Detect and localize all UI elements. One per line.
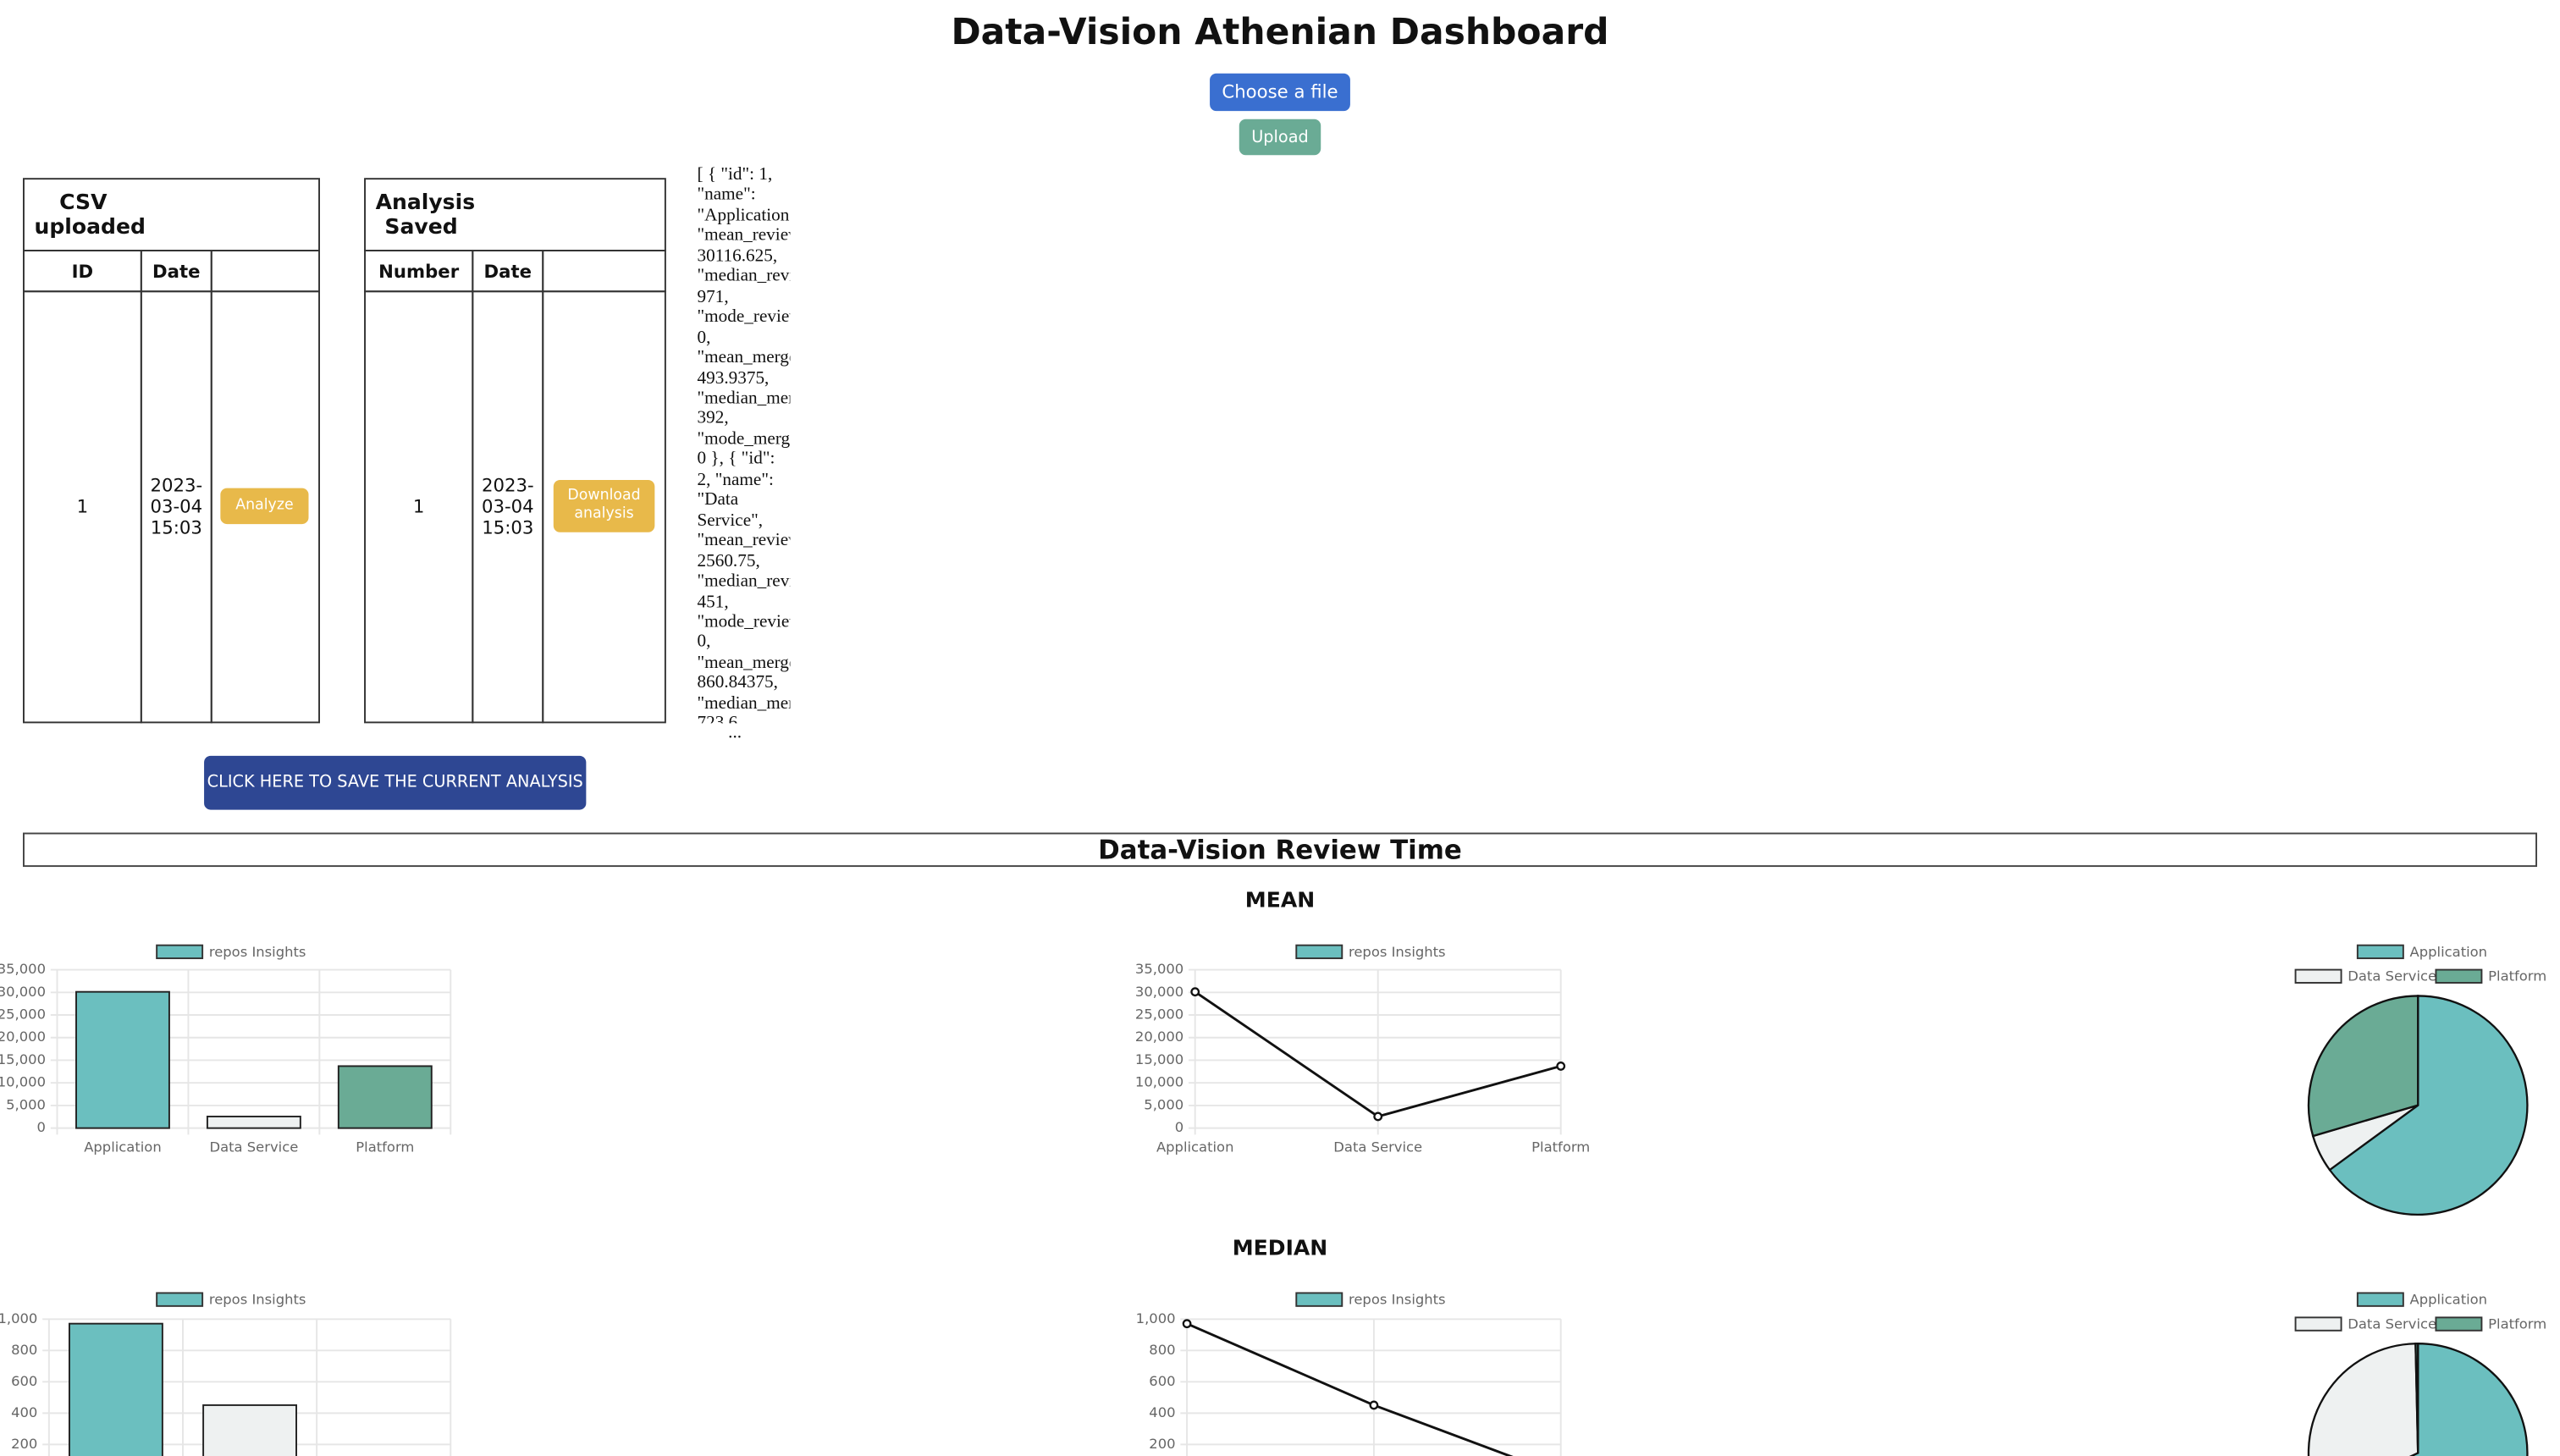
chart-title: MEDIAN	[1233, 1235, 1328, 1260]
y-tick-label: 1,000	[1136, 1310, 1176, 1326]
y-tick-label: 0	[1175, 1119, 1183, 1135]
line-point	[1369, 1400, 1379, 1410]
legend-label: Data Service	[2348, 968, 2436, 984]
table-cell	[210, 290, 320, 724]
line-point	[1182, 1319, 1192, 1329]
y-tick-label: 400	[11, 1404, 37, 1420]
line-point	[1190, 987, 1200, 997]
y-tick-label: 200	[11, 1436, 37, 1452]
x-tick-label: Platform	[356, 1139, 414, 1155]
bar	[337, 1065, 433, 1129]
line-point	[1373, 1111, 1383, 1122]
line-point	[1556, 1062, 1566, 1071]
y-tick-label: 5,000	[6, 1096, 46, 1112]
x-tick-label: Data Service	[1333, 1139, 1422, 1155]
upload-button[interactable]: Upload	[1239, 119, 1321, 156]
pie-slice	[2328, 995, 2529, 1216]
legend-swatch	[1295, 944, 1343, 960]
legend-label: repos Insights	[209, 1292, 306, 1308]
y-tick-label: 25,000	[1135, 1007, 1183, 1023]
legend-swatch	[2435, 1316, 2483, 1332]
y-tick-label: 10,000	[1135, 1074, 1183, 1090]
legend-label: repos Insights	[1349, 944, 1446, 960]
x-tick-label: Application	[1156, 1139, 1234, 1155]
legend-swatch	[156, 1292, 204, 1307]
y-tick-label: 15,000	[0, 1051, 46, 1067]
y-tick-label: 15,000	[1135, 1051, 1183, 1067]
bar	[75, 990, 170, 1129]
x-tick-label: Platform	[1531, 1139, 1590, 1155]
json-preview: [ { "id": 1, "name": "Application", "mea…	[697, 164, 791, 724]
y-tick-label: 20,000	[1135, 1029, 1183, 1045]
download-button[interactable]: Download analysis	[553, 479, 655, 532]
legend-label: Application	[2410, 1292, 2488, 1308]
table-title-text: Analysis Saved	[375, 190, 476, 240]
legend-label: repos Insights	[209, 944, 306, 960]
analyze-button[interactable]: Analyze	[220, 488, 309, 525]
legend-swatch	[2294, 968, 2342, 984]
y-tick-label: 35,000	[1135, 961, 1183, 977]
y-tick-label: 0	[37, 1119, 46, 1135]
legend-swatch	[2435, 968, 2483, 984]
save-analysis-button[interactable]: CLICK HERE TO SAVE THE CURRENT ANALYSIS	[204, 755, 587, 810]
y-tick-label: 800	[11, 1342, 37, 1358]
y-tick-label: 10,000	[0, 1074, 46, 1090]
section-title: Data-Vision Review Time	[22, 832, 2537, 868]
y-tick-label: 20,000	[0, 1029, 46, 1045]
y-tick-label: 25,000	[0, 1007, 46, 1023]
y-tick-label: 30,000	[0, 984, 46, 1000]
pie-slice	[2408, 1343, 2529, 1456]
bar	[202, 1404, 297, 1456]
x-tick-label: Data Service	[209, 1139, 298, 1155]
chart-title: MEAN	[1245, 888, 1315, 913]
y-tick-label: 200	[1149, 1436, 1175, 1452]
legend-label: Application	[2410, 944, 2488, 960]
column-header: Date	[472, 250, 544, 293]
bar	[68, 1322, 163, 1456]
page-title: Data-Vision Athenian Dashboard	[951, 13, 1609, 54]
y-tick-label: 600	[11, 1373, 37, 1389]
y-tick-label: 1,000	[0, 1310, 37, 1326]
legend-swatch	[2294, 1316, 2342, 1332]
x-tick-label: Application	[84, 1139, 162, 1155]
legend-swatch	[2356, 1292, 2404, 1307]
pie-slice	[2414, 1343, 2419, 1453]
y-tick-label: 400	[1149, 1404, 1175, 1420]
bar	[206, 1115, 301, 1129]
legend-label: Platform	[2488, 1316, 2546, 1332]
legend-swatch	[2356, 944, 2404, 960]
pie-slice	[2307, 1343, 2419, 1456]
y-tick-label: 35,000	[0, 961, 46, 977]
pie-slice	[2307, 995, 2419, 1138]
choose-file-button[interactable]: Choose a file	[1210, 73, 1350, 112]
table-title-text: CSV uploaded	[34, 190, 146, 240]
y-tick-label: 5,000	[1144, 1096, 1183, 1112]
y-tick-label: 600	[1149, 1373, 1175, 1389]
legend-label: repos Insights	[1349, 1292, 1446, 1308]
y-tick-label: 800	[1149, 1342, 1175, 1358]
y-tick-label: 30,000	[1135, 984, 1183, 1000]
legend-swatch	[156, 944, 204, 960]
legend-label: Platform	[2488, 968, 2546, 984]
table-cell	[542, 290, 666, 724]
json-ellipsis: ...	[728, 723, 742, 743]
legend-label: Data Service	[2348, 1316, 2436, 1332]
legend-swatch	[1295, 1292, 1343, 1307]
